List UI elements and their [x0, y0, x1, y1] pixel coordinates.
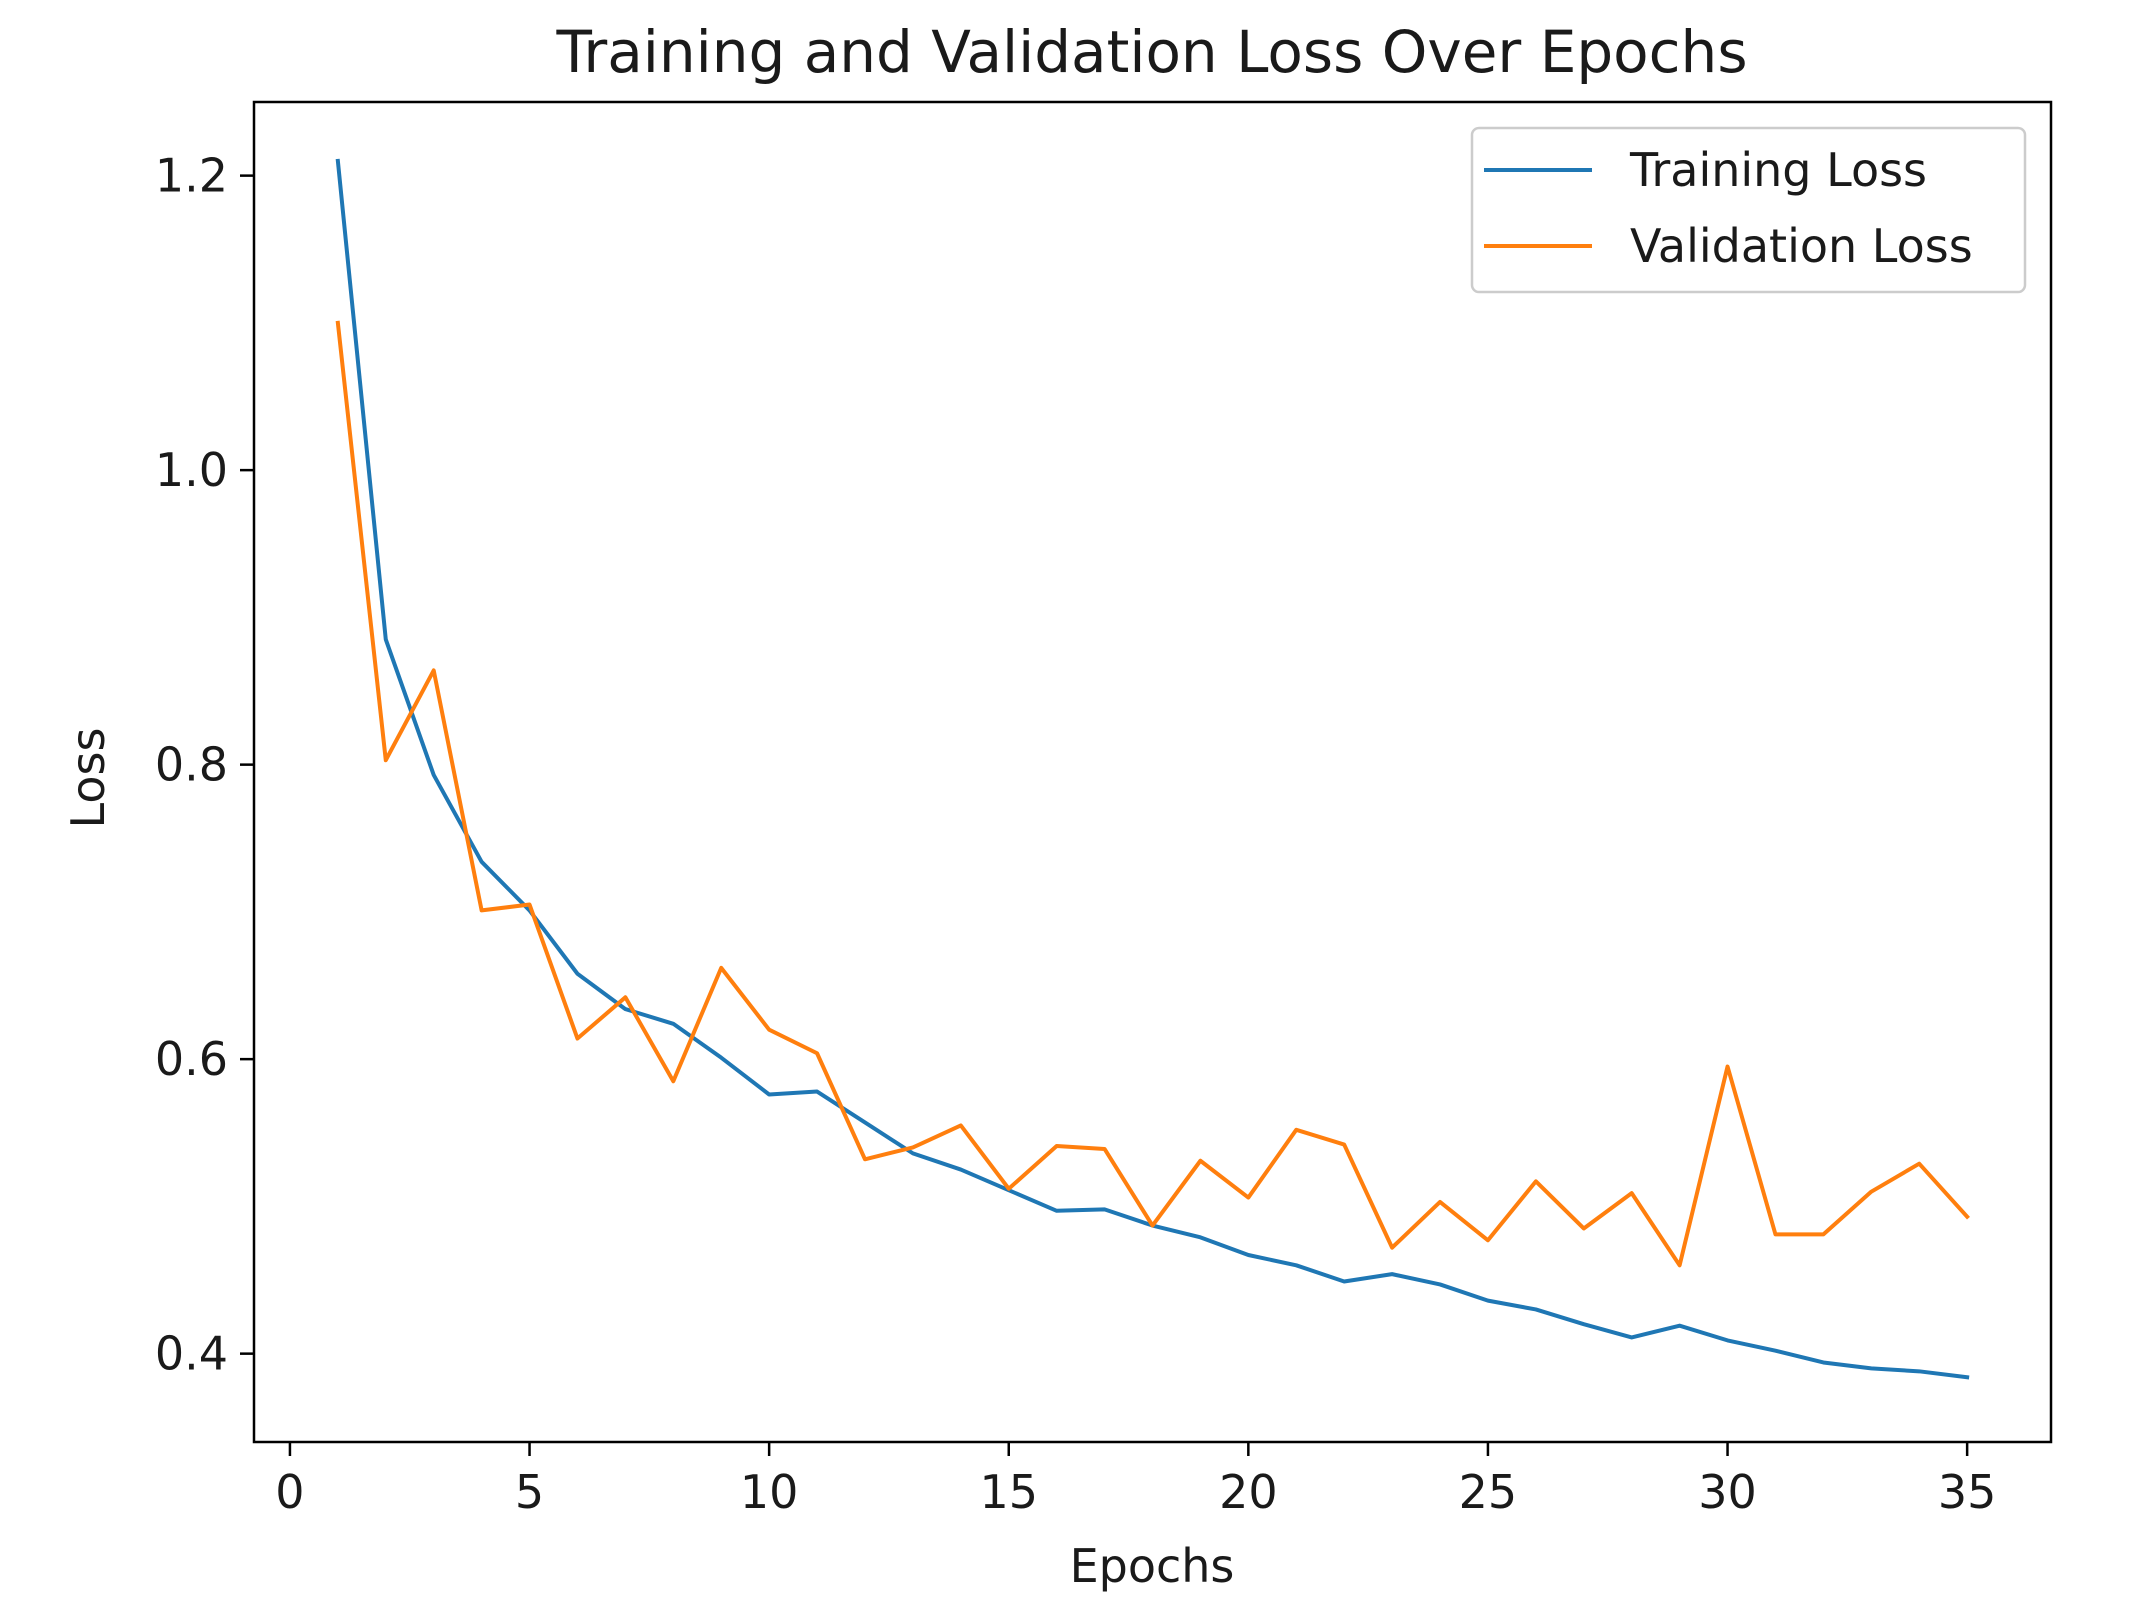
series-line-validation	[335, 320, 1970, 1268]
y-tick-label: 0.4	[155, 1327, 228, 1381]
x-tick-label: 0	[275, 1465, 304, 1519]
x-tick-label: 30	[1698, 1465, 1757, 1519]
y-tick-label: 1.2	[155, 149, 228, 203]
x-tick-label: 5	[515, 1465, 544, 1519]
x-tick-label: 15	[979, 1465, 1038, 1519]
series-layer	[335, 158, 1970, 1380]
plot-frame	[252, 100, 2053, 1444]
y-tick-label: 0.6	[155, 1032, 228, 1086]
x-axis-ticks: 0 5 10 15 20 25 30 35	[275, 1442, 1996, 1519]
x-tick-label: 10	[740, 1465, 799, 1519]
y-tick-label: 0.8	[155, 738, 228, 792]
x-tick-label: 20	[1219, 1465, 1278, 1519]
y-axis-label: Loss	[61, 728, 115, 829]
y-axis-ticks: 0.4 0.6 0.8 1.0 1.2	[155, 149, 254, 1381]
legend: Training Loss Validation Loss	[1470, 126, 2027, 294]
series-line-training	[335, 158, 1970, 1380]
legend-label-training: Training Loss	[1629, 143, 1927, 197]
x-tick-label: 25	[1459, 1465, 1518, 1519]
x-tick-label: 35	[1938, 1465, 1997, 1519]
legend-box	[1470, 126, 2027, 294]
y-tick-label: 1.0	[155, 443, 228, 497]
x-axis-label: Epochs	[1070, 1539, 1235, 1593]
legend-label-validation: Validation Loss	[1630, 219, 1973, 273]
chart-title: Training and Validation Loss Over Epochs	[555, 18, 1747, 86]
